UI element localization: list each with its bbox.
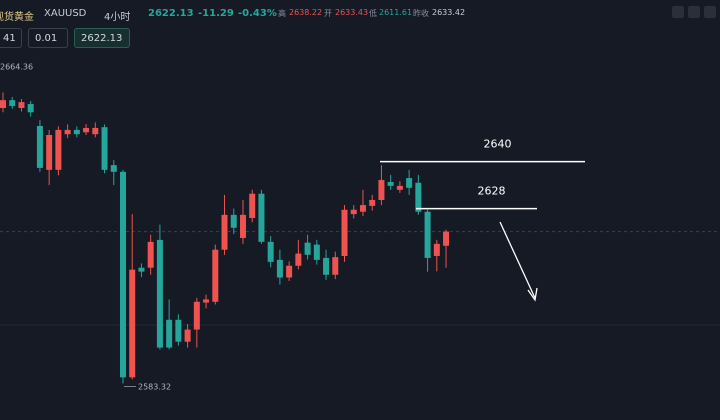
candle-body [119, 171, 126, 378]
low-label: 低 [369, 9, 377, 18]
candle-body [267, 241, 274, 262]
tool-button[interactable] [688, 6, 700, 18]
candle-body [27, 104, 34, 113]
min-label: 2583.32 [138, 383, 171, 392]
candle-body [323, 257, 330, 275]
symbol-name[interactable]: 现货黄金 [0, 12, 34, 23]
level-label: 2628 [478, 185, 506, 198]
order-price-box[interactable]: 2622.13 [74, 28, 130, 48]
candle-body [230, 214, 237, 228]
candle-body [239, 214, 246, 238]
candle-body [350, 209, 357, 215]
candle-body [212, 249, 219, 302]
candle-body [295, 253, 302, 266]
candle-body [332, 257, 339, 275]
open-label: 开 [324, 9, 332, 18]
candle-body [184, 329, 191, 342]
change-pct: -0.43% [238, 8, 277, 19]
candle-body [73, 129, 80, 135]
price: 2622.13 [148, 8, 194, 19]
candle-body [258, 193, 265, 242]
close-label: 昨收 [413, 9, 429, 18]
level-label: 2640 [484, 138, 512, 151]
change: -11.29 [198, 8, 234, 19]
arrow [499, 221, 536, 299]
candle-body [341, 209, 348, 256]
candle-body [276, 259, 283, 278]
candle-body [166, 319, 173, 348]
symbol[interactable]: XAUUSD [44, 8, 87, 19]
high: 2638.22 [289, 8, 323, 17]
arrow-head [527, 287, 538, 302]
candle-body [36, 125, 43, 168]
candle-body [156, 239, 163, 348]
candle-body [147, 241, 154, 268]
low: 2611.61 [379, 8, 413, 17]
candle-body [110, 165, 117, 172]
candle-body [415, 182, 422, 212]
qty-box[interactable]: 41 [0, 28, 22, 48]
candle-body [396, 185, 403, 190]
tool-button[interactable] [672, 6, 684, 18]
candle-body [175, 319, 182, 342]
candle-body [249, 193, 256, 218]
candle-body [0, 100, 6, 108]
step-box[interactable]: 0.01 [28, 28, 68, 48]
candle-body [46, 134, 53, 170]
candle-body [286, 265, 293, 278]
candle-body [424, 211, 431, 258]
max-label: 2664.36 [0, 62, 33, 71]
candle-body [129, 269, 136, 378]
candle-body [387, 181, 394, 186]
candle-body [64, 129, 71, 135]
close: 2633.42 [432, 8, 466, 17]
candle-body [378, 180, 385, 200]
candle-body [83, 127, 90, 133]
candle-body [138, 267, 145, 272]
high-label: 高 [278, 9, 286, 18]
candle-body [221, 214, 228, 250]
candle-body [101, 127, 108, 170]
toolbar: 现货黄金 XAUUSD 4小时 2622.13 -11.29 -0.43% 高 … [0, 0, 720, 28]
candle-body [359, 205, 366, 212]
open: 2633.43 [335, 8, 369, 17]
candle-body [433, 243, 440, 256]
candle-body [313, 244, 320, 260]
interval[interactable]: 4小时 [104, 12, 131, 23]
candle-body [406, 178, 413, 188]
candle-body [55, 129, 62, 170]
candle-body [92, 127, 99, 135]
candle-body [9, 100, 16, 107]
candle-body [18, 102, 25, 108]
candle-body [193, 301, 200, 330]
tool-button[interactable] [704, 6, 716, 18]
candle-body [203, 299, 210, 303]
candle-body [369, 199, 376, 206]
candle-body [304, 242, 311, 255]
candle-body [443, 231, 450, 246]
order-row: 41 0.01 2622.13 [0, 28, 720, 52]
